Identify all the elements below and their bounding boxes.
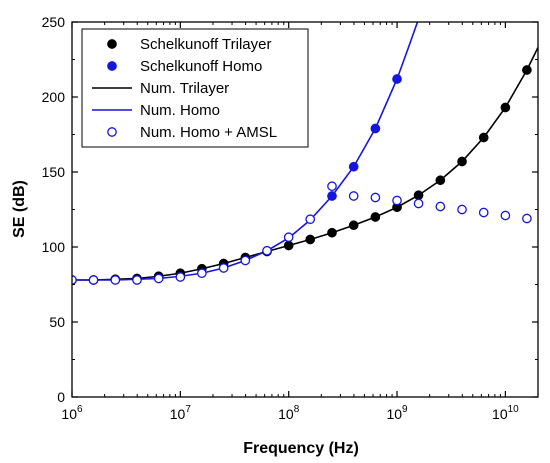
data-point: [457, 204, 467, 215]
series-schelkunoff-homo: [327, 74, 402, 201]
series-layer: [72, 22, 538, 285]
data-point: [132, 275, 142, 285]
legend-marker-swatch: [107, 127, 117, 137]
y-tick-label: 0: [57, 389, 65, 405]
y-tick-label: 200: [42, 89, 66, 105]
legend-label: Num. Homo + AMSL: [140, 124, 277, 141]
legend-label: Schelkunoff Trilayer: [140, 36, 271, 53]
y-tick-label: 100: [42, 239, 66, 255]
x-tick-label: 1010: [492, 404, 519, 422]
series-num-homo-amsl: [72, 181, 532, 285]
data-point: [370, 192, 381, 203]
data-point: [457, 156, 467, 167]
data-point: [348, 161, 359, 172]
legend-marker-swatch: [107, 61, 117, 71]
data-point: [370, 212, 381, 222]
data-point: [197, 268, 207, 279]
legend-label: Num. Homo: [140, 102, 220, 119]
axes-layer: 0 50 100 150 200 250 106 107 108 109 1010: [42, 14, 539, 422]
data-point: [88, 275, 99, 285]
data-point: [478, 132, 489, 143]
y-tick-label: 50: [49, 314, 65, 330]
legend-marker-swatch: [107, 39, 117, 49]
legend: Schelkunoff Trilayer Schelkunoff Homo Num.…: [81, 28, 309, 148]
data-point: [153, 273, 164, 284]
data-point: [413, 198, 424, 209]
data-point: [348, 220, 359, 231]
data-point: [500, 102, 511, 113]
data-point: [327, 181, 337, 192]
data-point: [522, 213, 532, 224]
data-point: [262, 245, 272, 256]
data-point: [218, 263, 229, 273]
y-axis-title: SE (dB): [11, 180, 28, 238]
data-point: [305, 234, 316, 245]
data-point: [348, 191, 359, 201]
data-point: [478, 207, 489, 218]
data-point: [413, 190, 424, 201]
legend-label: Schelkunoff Homo: [140, 58, 262, 75]
x-tick-label: 109: [386, 404, 408, 422]
data-point: [522, 65, 532, 75]
data-point: [175, 272, 186, 282]
data-point: [240, 255, 251, 266]
x-axis-title: Frequency (Hz): [243, 440, 359, 457]
data-point: [392, 195, 402, 206]
data-point: [370, 123, 381, 134]
data-point: [327, 227, 337, 238]
y-tick-label: 250: [42, 14, 66, 30]
data-point: [283, 240, 294, 251]
x-tick-label: 106: [61, 404, 83, 422]
data-point: [435, 201, 446, 212]
y-tick-label: 150: [42, 164, 66, 180]
data-point: [305, 214, 316, 225]
data-point: [435, 175, 446, 186]
data-point: [500, 210, 511, 221]
data-point: [392, 74, 402, 84]
x-tick-label: 107: [170, 404, 192, 422]
data-point: [283, 232, 294, 243]
x-tick-label: 108: [278, 404, 300, 422]
legend-label: Num. Trilayer: [140, 80, 229, 97]
data-point: [110, 275, 121, 285]
data-point: [327, 191, 337, 201]
